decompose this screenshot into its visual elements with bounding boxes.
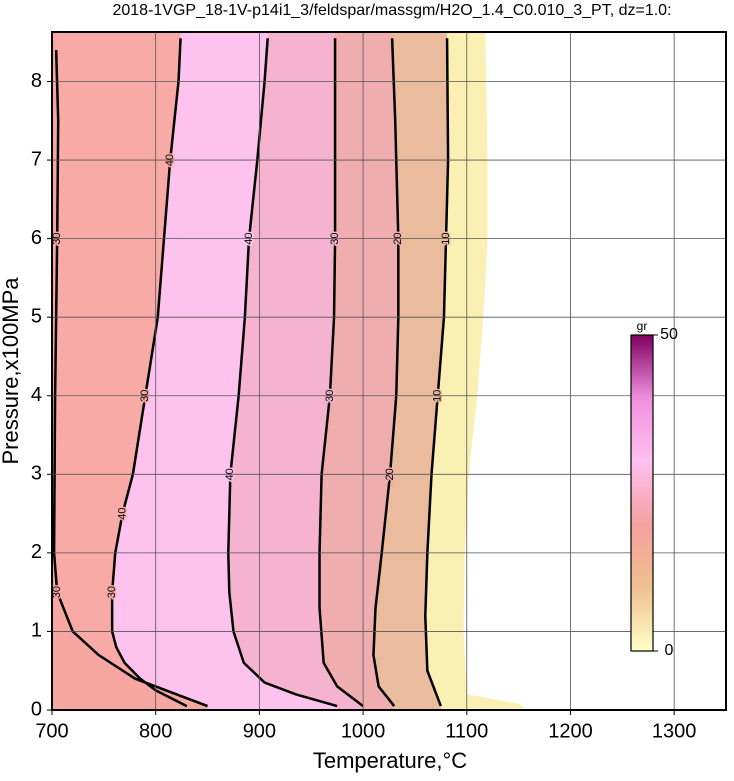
- x-tick-label: 1200: [548, 720, 593, 742]
- contour-line: [318, 38, 364, 708]
- contour-region: [52, 32, 187, 710]
- contour-label: 30: [106, 586, 118, 598]
- y-tick-label: 2: [31, 541, 42, 563]
- plot-frame: [51, 31, 727, 711]
- y-tick-label: 1: [31, 620, 42, 642]
- y-tick-label: 0: [31, 698, 42, 720]
- x-axis-label: Temperature,°C: [313, 748, 467, 773]
- contour-line: [227, 38, 338, 708]
- contour-line: [424, 38, 450, 707]
- y-tick-label: 7: [31, 148, 42, 170]
- contour-label: 30: [51, 586, 63, 598]
- y-tick-label: 5: [31, 305, 42, 327]
- y-tick-label: 3: [31, 463, 42, 485]
- x-tick-label: 1300: [652, 720, 697, 742]
- x-tick-label: 1100: [445, 720, 488, 742]
- y-tick-label: 4: [31, 384, 42, 406]
- x-tick-label: 1000: [341, 720, 386, 742]
- y-tick-label: 6: [31, 227, 42, 249]
- y-tick-label: 8: [31, 70, 42, 92]
- colorbar-tick-label: 0: [665, 642, 674, 659]
- x-tick-label: 700: [35, 720, 68, 742]
- y-axis-label: Pressure,x100MPa: [0, 277, 23, 465]
- x-tick-label: 900: [243, 720, 276, 742]
- colorbar: [630, 334, 654, 652]
- contour-label: 40: [116, 507, 128, 519]
- chart-title: 2018-1VGP_18-1V-p14i1_3/feldspar/massgm/…: [112, 2, 671, 19]
- contour-region: [52, 32, 208, 710]
- colorbar-label: gr: [637, 319, 648, 333]
- x-tick-label: 800: [139, 720, 172, 742]
- colorbar-tick-label: 50: [660, 326, 678, 343]
